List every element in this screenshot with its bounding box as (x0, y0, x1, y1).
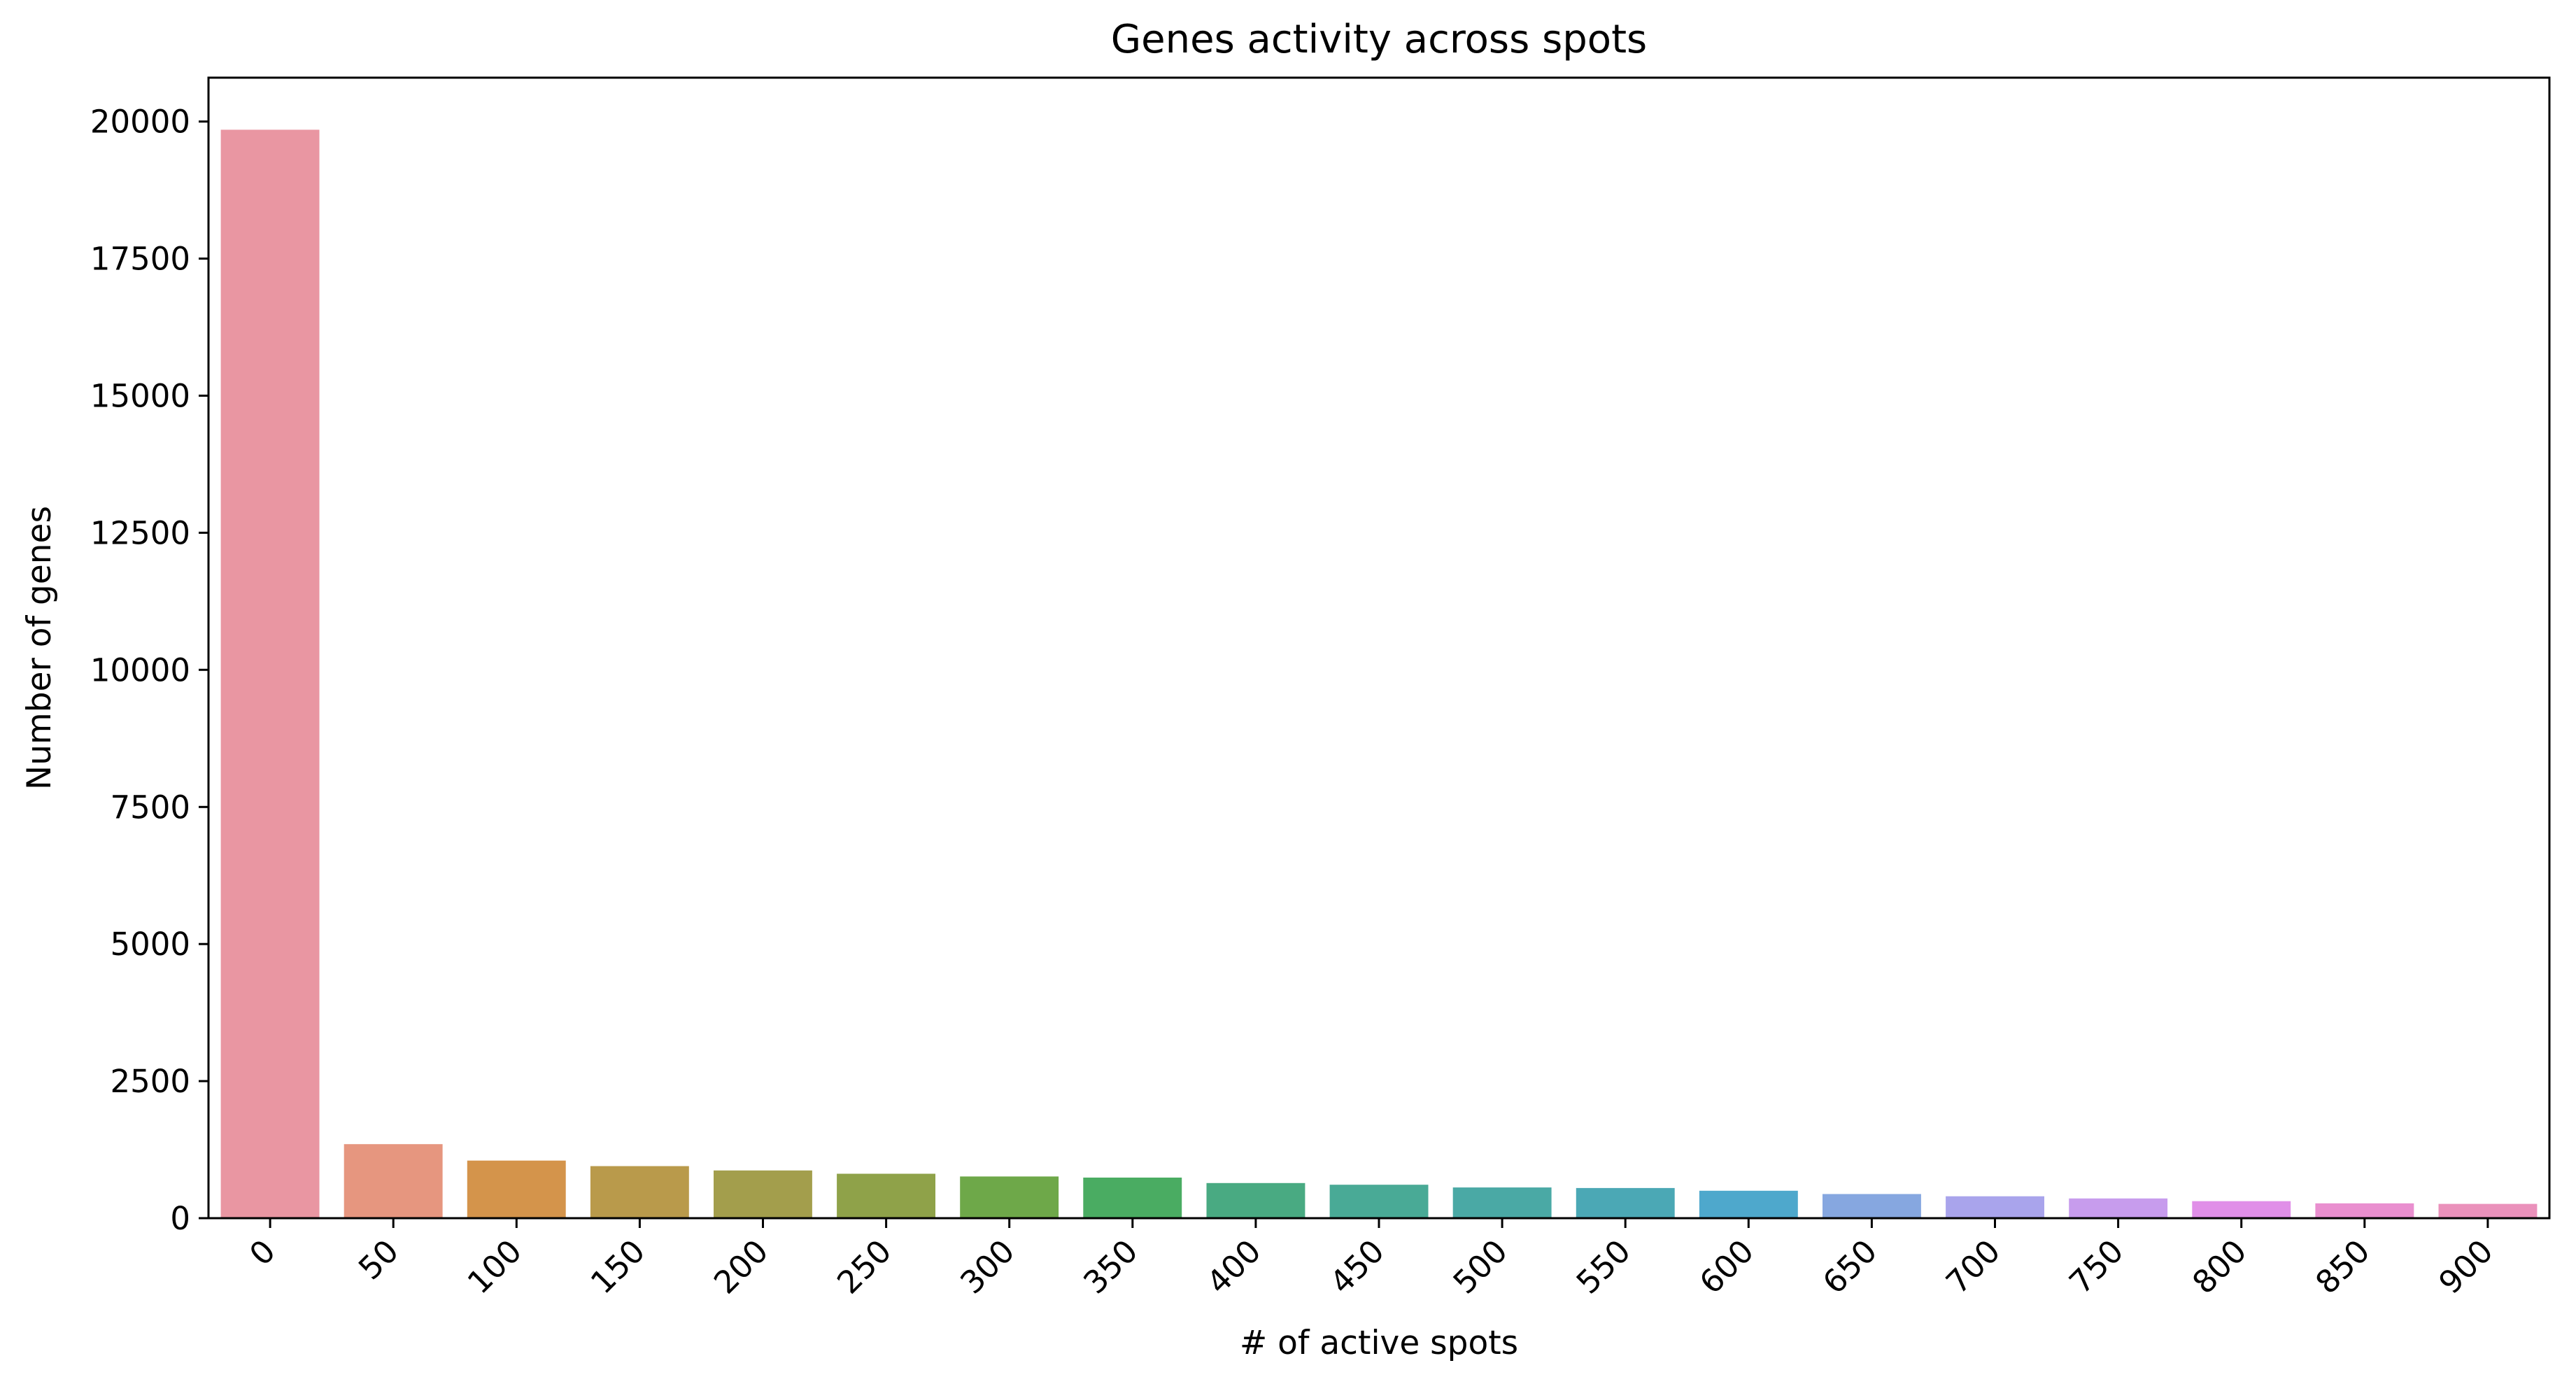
x-axis: 0 50 100 150 200 250 300 350 400 450 500 550 600 650 7… (242, 1218, 2500, 1301)
chart-title: Genes activity across spots (1111, 17, 1647, 62)
bar-700 (1946, 1196, 2044, 1218)
bars-group (220, 129, 2538, 1218)
x-tick-label: 750 (2062, 1232, 2130, 1301)
bar-100 (467, 1160, 566, 1218)
y-tick-label: 15000 (90, 378, 190, 415)
x-tick-label: 100 (460, 1232, 529, 1301)
y-tick-label: 10000 (90, 651, 190, 689)
x-tick-label: 50 (351, 1232, 406, 1287)
x-tick-label: 400 (1199, 1232, 1268, 1301)
y-tick-label: 7500 (110, 789, 190, 826)
x-tick-label: 450 (1323, 1232, 1392, 1301)
plot-frame (207, 76, 2551, 1220)
bar-450 (1329, 1185, 1429, 1218)
y-tick-label: 12500 (90, 514, 190, 551)
x-tick-label: 150 (583, 1232, 652, 1301)
x-tick-label: 900 (2431, 1232, 2500, 1301)
bar-50 (344, 1144, 443, 1218)
x-tick-label: 350 (1076, 1232, 1145, 1301)
bar-800 (2192, 1201, 2291, 1218)
x-tick-label: 250 (830, 1232, 898, 1301)
y-axis-label: Number of genes (20, 506, 59, 790)
bar-350 (1083, 1178, 1182, 1218)
bar-150 (590, 1166, 689, 1218)
y-axis: 0 2500 5000 7500 10000 12500 15000 17500 20000 (90, 104, 208, 1237)
x-tick-label: 550 (1569, 1232, 1638, 1301)
bar-500 (1452, 1187, 1552, 1218)
x-tick-label: 700 (1939, 1232, 2007, 1301)
y-tick-label: 17500 (90, 241, 190, 278)
x-tick-label: 600 (1692, 1232, 1761, 1301)
x-tick-label: 0 (242, 1232, 283, 1273)
y-tick-label: 20000 (90, 104, 190, 141)
x-tick-label: 300 (953, 1232, 1021, 1301)
bar-550 (1576, 1187, 1675, 1218)
bar-0 (220, 129, 320, 1218)
y-tick-label: 2500 (110, 1063, 190, 1100)
bar-200 (714, 1170, 812, 1218)
x-axis-label: # of active spots (1240, 1324, 1518, 1362)
y-tick-label: 5000 (110, 926, 190, 963)
bar-600 (1699, 1190, 1798, 1218)
bar-750 (2069, 1198, 2168, 1218)
x-tick-label: 650 (1816, 1232, 1884, 1301)
bar-250 (837, 1173, 935, 1218)
x-tick-label: 200 (707, 1232, 775, 1301)
x-tick-label: 850 (2308, 1232, 2377, 1301)
x-tick-label: 500 (1446, 1232, 1515, 1301)
y-tick-label: 0 (170, 1200, 190, 1237)
bar-300 (960, 1176, 1059, 1218)
bar-650 (1823, 1194, 1921, 1218)
bar-900 (2438, 1203, 2538, 1218)
bar-400 (1206, 1182, 1305, 1218)
bar-850 (2315, 1203, 2414, 1218)
x-tick-label: 800 (2185, 1232, 2253, 1301)
